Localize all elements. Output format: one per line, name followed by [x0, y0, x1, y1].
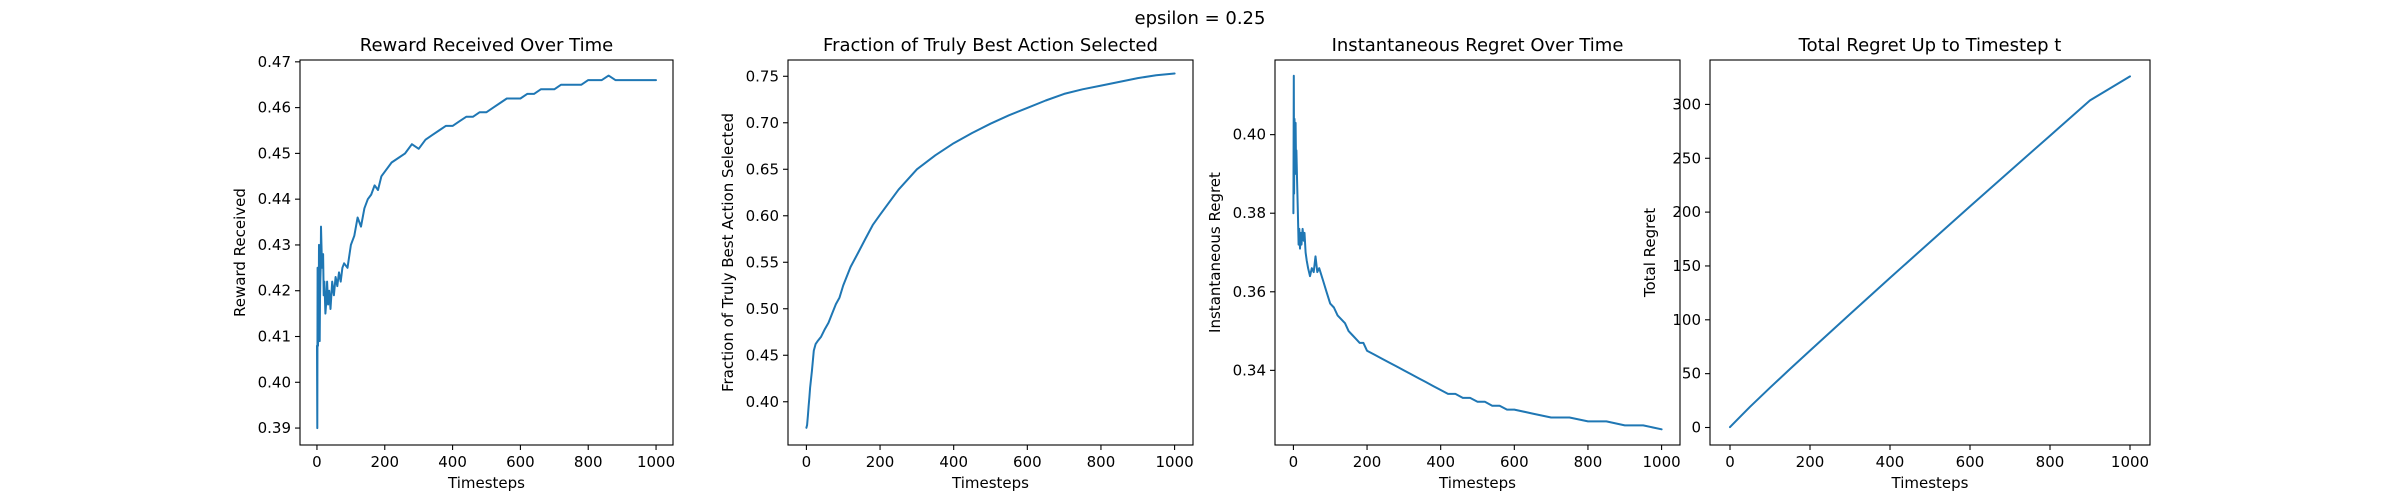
y-axis-label: Fraction of Truly Best Action Selected	[719, 113, 737, 392]
axes-frame	[1709, 59, 2151, 446]
x-axis-label: Timesteps	[447, 474, 525, 492]
x-tick-label: 800	[574, 453, 603, 471]
x-tick-label: 600	[1013, 453, 1042, 471]
x-tick-label: 1000	[1155, 453, 1193, 471]
y-tick-label: 0.34	[1233, 361, 1266, 379]
chart-title: Total Regret Up to Timestep t	[1798, 35, 2062, 56]
chart-panel-1: Reward Received Over Time 0 200 400 600 800 10…	[231, 35, 675, 492]
x-tick-label: 1000	[2111, 453, 2149, 471]
y-tick-label: 0.45	[258, 144, 291, 162]
y-tick-label: 0.75	[746, 67, 779, 85]
chart-panel-3: Instantaneous Regret Over Time 0 200 400 600…	[1206, 35, 1681, 492]
y-tick-label: 250	[1672, 149, 1701, 167]
y-axis-label: Reward Received	[231, 188, 249, 317]
axes-frame	[787, 59, 1194, 446]
y-axis-label: Instantaneous Regret	[1206, 172, 1224, 333]
y-tick-label: 0.65	[746, 160, 779, 178]
x-tick-label: 0	[1725, 453, 1735, 471]
y-tick-label: 0.40	[746, 393, 779, 411]
x-tick-label: 800	[2036, 453, 2065, 471]
x-tick-label: 200	[866, 453, 895, 471]
figure-suptitle: epsilon = 0.25	[1135, 8, 1266, 29]
y-tick-label: 150	[1672, 257, 1701, 275]
x-tick-label: 400	[438, 453, 467, 471]
y-axis-label: Total Regret	[1641, 208, 1659, 298]
y-tick-label: 0.50	[746, 300, 779, 318]
x-axis-label: Timesteps	[1438, 474, 1516, 492]
y-tick-label: 200	[1672, 203, 1701, 221]
y-tick-label: 0.70	[746, 114, 779, 132]
x-tick-label: 0	[802, 453, 812, 471]
x-tick-label: 600	[506, 453, 535, 471]
x-tick-label: 400	[1426, 453, 1455, 471]
y-tick-label: 50	[1682, 365, 1701, 383]
chart-panel-2: Fraction of Truly Best Action Selected 0 2…	[719, 35, 1194, 492]
x-tick-label: 800	[1087, 453, 1116, 471]
y-tick-label: 0.41	[258, 328, 291, 346]
x-tick-label: 1000	[637, 453, 675, 471]
y-tick-label: 0.45	[746, 346, 779, 364]
x-tick-label: 200	[1796, 453, 1825, 471]
y-tick-label: 0.40	[258, 373, 291, 391]
chart-title: Instantaneous Regret Over Time	[1332, 35, 1624, 56]
y-tick-label: 100	[1672, 311, 1701, 329]
series-line-1	[1729, 75, 2131, 429]
chart-panel-4: Total Regret Up to Timestep t 0 200 400 600 8…	[1641, 35, 2151, 492]
axes-frame	[299, 59, 674, 446]
y-tick-label: 0.36	[1233, 283, 1266, 301]
series-line-1	[805, 72, 1176, 429]
chart-title: Reward Received Over Time	[360, 35, 613, 56]
series-line-1	[316, 74, 657, 430]
x-tick-label: 400	[939, 453, 968, 471]
x-tick-label: 800	[1574, 453, 1603, 471]
x-tick-label: 0	[312, 453, 322, 471]
y-tick-label: 0	[1691, 419, 1701, 437]
y-tick-label: 0.40	[1233, 126, 1266, 144]
x-tick-label: 600	[1956, 453, 1985, 471]
x-axis-label: Timesteps	[951, 474, 1029, 492]
y-tick-label: 300	[1672, 95, 1701, 113]
y-tick-label: 0.44	[258, 190, 291, 208]
x-tick-label: 0	[1289, 453, 1299, 471]
y-tick-label: 0.38	[1233, 204, 1266, 222]
axes-frame	[1274, 59, 1681, 446]
x-axis-label: Timesteps	[1891, 474, 1969, 492]
y-tick-label: 0.60	[746, 207, 779, 225]
x-tick-label: 400	[1876, 453, 1905, 471]
x-tick-label: 200	[370, 453, 399, 471]
x-tick-label: 600	[1500, 453, 1529, 471]
y-tick-label: 0.39	[258, 419, 291, 437]
series-line-1	[1292, 74, 1663, 431]
chart-title: Fraction of Truly Best Action Selected	[823, 35, 1158, 56]
chart-panels: Reward Received Over Time 0 200 400 600 800 10…	[231, 35, 2151, 492]
x-tick-label: 200	[1353, 453, 1382, 471]
y-tick-label: 0.47	[258, 53, 291, 71]
y-tick-label: 0.55	[746, 253, 779, 271]
y-tick-label: 0.46	[258, 99, 291, 117]
y-tick-label: 0.42	[258, 282, 291, 300]
x-tick-label: 1000	[1642, 453, 1680, 471]
y-tick-label: 0.43	[258, 236, 291, 254]
